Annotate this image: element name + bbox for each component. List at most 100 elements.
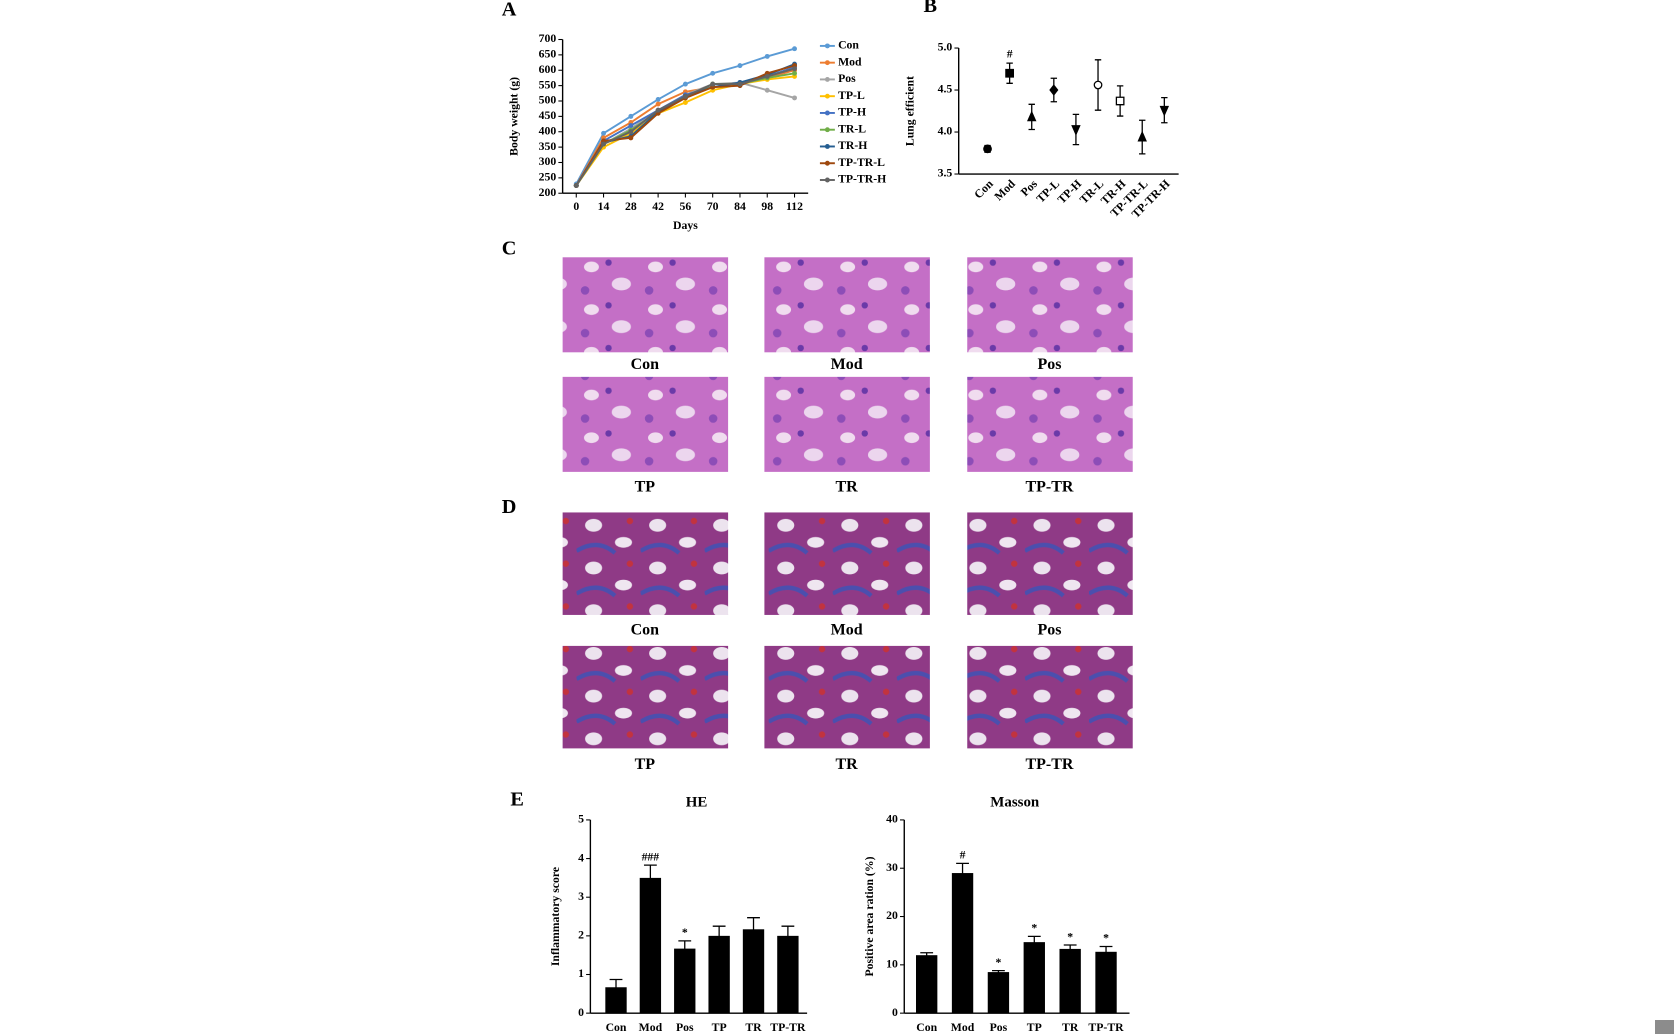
point	[764, 73, 770, 79]
x-tick-label: 56	[680, 200, 692, 213]
point	[655, 107, 661, 113]
y-tick-label: 4	[578, 851, 584, 864]
y-tick-label: 550	[539, 78, 557, 91]
x-tick-label: 84	[734, 200, 746, 213]
y-tick-label: 350	[539, 140, 557, 153]
point	[573, 183, 579, 189]
y-tick-label: 40	[886, 813, 898, 826]
point	[710, 81, 716, 87]
y-tick-label: 500	[539, 94, 557, 107]
legend-marker	[824, 177, 830, 183]
y-tick-label: 450	[539, 109, 557, 122]
legend-label: Pos	[838, 72, 856, 85]
x-tick-label: 28	[625, 200, 637, 213]
x-tick-label: 112	[786, 200, 803, 213]
legend-label: TP-L	[838, 89, 865, 102]
image-caption: TP	[635, 479, 656, 496]
significance: *	[1031, 922, 1037, 935]
legend-marker	[824, 43, 830, 49]
x-tick-label: Mod	[951, 1021, 975, 1034]
y-axis-label: Inflammatory score	[549, 867, 562, 966]
y-tick-label: 400	[539, 124, 557, 137]
point	[764, 87, 770, 93]
image-caption: Con	[631, 356, 660, 373]
y-tick-label: 20	[886, 909, 898, 922]
legend-label: TP-TR-H	[838, 173, 886, 186]
legend-label: TP-TR-L	[838, 156, 885, 169]
bar	[916, 955, 938, 1014]
x-tick-label: TP-TR	[770, 1021, 806, 1034]
significance: *	[682, 926, 688, 939]
legend-marker	[824, 60, 830, 66]
x-tick-label: TP-H	[1055, 177, 1084, 206]
y-tick-label: 5	[578, 813, 584, 826]
x-tick-label: Pos	[676, 1021, 694, 1034]
significance: *	[1103, 932, 1109, 945]
y-tick-label: 30	[886, 861, 898, 874]
image-caption: TR	[835, 479, 858, 496]
point	[655, 97, 661, 102]
point	[1049, 84, 1059, 96]
x-tick-label: Pos	[990, 1021, 1008, 1034]
point	[1071, 125, 1081, 136]
image-caption: Mod	[831, 622, 863, 639]
y-tick-label: 4.5	[938, 83, 953, 96]
legend-label: TR-H	[838, 139, 867, 152]
image-caption: Pos	[1037, 356, 1061, 373]
x-tick-label: TP	[712, 1021, 727, 1034]
x-tick-label: TP-TR	[1088, 1021, 1124, 1034]
panel-letter: E	[510, 788, 524, 810]
point	[628, 129, 634, 135]
legend-marker	[824, 93, 830, 99]
bar	[639, 877, 662, 1014]
bar	[605, 987, 627, 1014]
legend-marker	[824, 144, 830, 149]
x-tick-label: TR	[745, 1021, 762, 1034]
point	[737, 63, 743, 69]
image-caption: TP-TR	[1025, 756, 1073, 773]
panel-letter: D	[502, 496, 517, 518]
legend-marker	[824, 110, 830, 116]
micrograph	[967, 512, 1133, 615]
micrograph	[967, 376, 1133, 472]
micrograph	[562, 257, 729, 353]
y-tick-label: 1	[578, 967, 584, 980]
y-tick-label: 600	[539, 63, 557, 76]
legend-label: TP-H	[838, 106, 866, 119]
point	[682, 100, 688, 105]
point	[1159, 105, 1170, 117]
bar	[1023, 942, 1045, 1014]
chart-title: Masson	[990, 794, 1040, 810]
micrograph	[764, 257, 930, 353]
point	[1137, 130, 1147, 142]
bar	[1095, 951, 1117, 1014]
bar	[1059, 948, 1081, 1014]
significance: #	[1007, 47, 1013, 60]
micrograph	[562, 512, 729, 615]
bar	[777, 935, 799, 1014]
x-tick-label: Mod	[639, 1021, 663, 1034]
y-tick-label: 3	[578, 890, 584, 903]
y-tick-label: 0	[892, 1006, 898, 1019]
x-tick-label: TR	[1062, 1021, 1079, 1034]
point	[628, 135, 634, 141]
point	[737, 81, 743, 87]
y-tick-label: 2	[578, 929, 584, 942]
y-axis-label: Lung efficient	[903, 76, 916, 146]
micrograph	[562, 645, 729, 749]
bar	[987, 972, 1010, 1014]
point	[1093, 80, 1103, 90]
x-tick-label: 14	[598, 200, 610, 213]
image-caption: TP-TR	[1025, 479, 1073, 496]
point	[601, 141, 607, 147]
legend-marker	[824, 160, 830, 166]
point	[792, 70, 797, 76]
micrograph	[764, 512, 930, 615]
legend-marker	[824, 127, 830, 133]
series-line	[575, 47, 795, 185]
x-tick-label: Con	[972, 177, 996, 201]
y-tick-label: 650	[539, 48, 557, 61]
y-tick-label: 0	[578, 1006, 584, 1019]
